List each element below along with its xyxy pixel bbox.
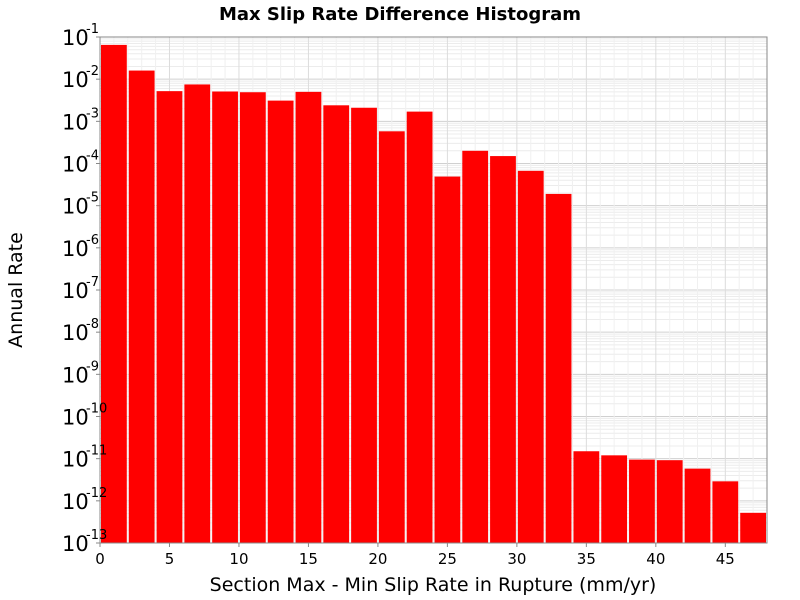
y-tick-label: 10 (62, 195, 89, 219)
y-tick-exponent: -6 (86, 233, 99, 248)
histogram-bar (434, 176, 461, 543)
bars-group (101, 44, 766, 544)
histogram-bar (267, 100, 294, 543)
y-tick-exponent: -1 (86, 22, 99, 37)
histogram-bar (351, 107, 377, 543)
y-tick-label: 10 (62, 490, 89, 514)
chart-title: Max Slip Rate Difference Histogram (219, 4, 581, 25)
histogram-bar (545, 193, 572, 544)
y-axis-label: Annual Rate (5, 232, 27, 348)
histogram-bar (101, 44, 127, 543)
histogram-bar (490, 156, 516, 543)
histogram-bar (156, 91, 183, 544)
y-tick-label: 10 (62, 68, 89, 92)
histogram-bar (684, 468, 711, 543)
y-tick-exponent: -2 (86, 64, 99, 79)
histogram-bar (406, 111, 433, 543)
y-tick-exponent: -13 (86, 528, 107, 543)
histogram-bar (656, 460, 683, 543)
y-tick-label: 10 (62, 363, 89, 387)
y-tick-label: 10 (62, 532, 89, 556)
x-tick-label: 25 (438, 550, 457, 568)
x-tick-label: 0 (95, 550, 105, 568)
x-tick-label: 35 (577, 550, 596, 568)
y-tick-label: 10 (62, 448, 89, 472)
y-tick-exponent: -10 (86, 402, 107, 417)
y-tick-label: 10 (62, 110, 89, 134)
x-tick-label: 10 (229, 550, 248, 568)
x-tick-label: 15 (299, 550, 318, 568)
y-tick-exponent: -8 (86, 317, 99, 332)
y-tick-label: 10 (62, 26, 89, 50)
histogram-bar (128, 70, 155, 544)
y-tick-exponent: -3 (86, 106, 99, 121)
x-axis-ticks: 0 5 10 15 20 25 30 35 40 45 (95, 543, 735, 568)
histogram-bar (601, 455, 628, 543)
histogram-bar (517, 170, 544, 543)
x-tick-label: 20 (368, 550, 387, 568)
y-tick-label: 10 (62, 153, 89, 177)
y-tick-label: 10 (62, 279, 89, 303)
y-axis-ticks: 10-110-210-310-410-510-610-710-810-910-1… (62, 22, 107, 556)
x-tick-label: 30 (507, 550, 526, 568)
histogram-bar (740, 512, 766, 543)
x-tick-label: 5 (165, 550, 175, 568)
y-tick-exponent: -11 (86, 444, 107, 459)
y-tick-exponent: -7 (86, 275, 99, 290)
x-axis-label: Section Max - Min Slip Rate in Rupture (… (210, 574, 657, 596)
y-tick-label: 10 (62, 237, 89, 261)
y-tick-label: 10 (62, 321, 89, 345)
histogram-bar (212, 91, 238, 543)
x-tick-label: 40 (646, 550, 665, 568)
y-tick-exponent: -9 (86, 359, 99, 374)
histogram-bar (629, 459, 655, 543)
y-tick-exponent: -12 (86, 486, 107, 501)
y-tick-label: 10 (62, 406, 89, 430)
histogram-bar (295, 91, 322, 543)
histogram-bar (323, 105, 350, 544)
histogram-bar (378, 131, 405, 544)
grid-lines (99, 37, 768, 544)
histogram-bar (462, 150, 489, 543)
x-tick-label: 45 (716, 550, 735, 568)
y-tick-exponent: -4 (86, 149, 99, 164)
y-tick-exponent: -5 (86, 191, 99, 206)
histogram-bar (239, 92, 266, 543)
histogram-bar (573, 451, 600, 543)
histogram-bar (184, 84, 211, 544)
histogram-bar (712, 481, 739, 543)
